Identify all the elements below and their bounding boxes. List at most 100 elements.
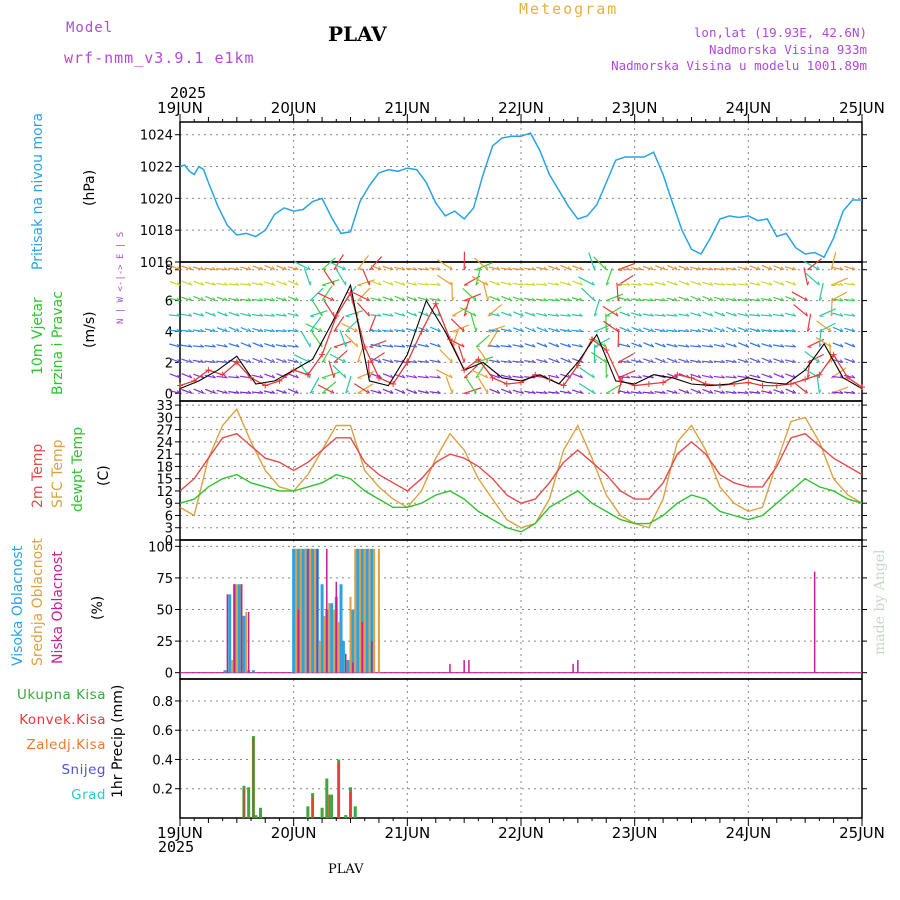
wind-barb-head (650, 328, 654, 332)
wind-barb (631, 342, 642, 348)
wind-barb (571, 389, 583, 394)
wind-barb-head (544, 343, 548, 348)
wind-barb-head (697, 266, 702, 271)
wind-speed-marker (716, 382, 723, 389)
wind-barb-head (543, 312, 548, 317)
wind-barb-head (437, 297, 441, 302)
wind-barb-head (378, 281, 382, 286)
wind-barb (702, 328, 713, 333)
wind-barb-head (792, 312, 797, 317)
wind-barb (394, 388, 406, 394)
wind-barb-head (780, 344, 785, 348)
wind-barb-head (721, 297, 726, 301)
wind-barb-head (295, 374, 299, 379)
wind-barb (630, 359, 642, 363)
cloud-bar-high (356, 548, 360, 673)
wind-speed-marker (631, 382, 638, 389)
wind-barb (489, 373, 500, 379)
temperature-ytick-label: 21 (156, 448, 173, 463)
wind-barb (228, 390, 240, 394)
wind-barb-head (271, 313, 276, 317)
wind-barb-head (593, 358, 597, 363)
wind-barb-head (579, 313, 583, 317)
wind-barb (240, 391, 252, 394)
cloud-bar-low (226, 594, 229, 673)
wind-barb-head (780, 359, 785, 363)
wind-speed-marker (773, 382, 780, 389)
wind-barb-head (780, 328, 785, 332)
wind-barb-head (223, 282, 228, 286)
wind-barb (619, 326, 631, 333)
wind-barb-head (650, 390, 654, 394)
wind-barb (251, 298, 263, 302)
wind-barb (204, 328, 216, 333)
wind-barb (617, 328, 620, 347)
wind-barb (804, 351, 820, 363)
wind-barb (204, 267, 216, 271)
wind-barb-head (709, 312, 714, 317)
wind-barb-head (283, 281, 287, 286)
wind-barb-head (271, 328, 276, 332)
cloud-bar-high (351, 609, 355, 673)
wind-barb (264, 342, 275, 348)
wind-barb (548, 327, 560, 333)
wind-barb-head (212, 328, 216, 332)
wind-barb-head (531, 390, 536, 394)
wind-barb (654, 298, 666, 302)
wind-barb-head (780, 297, 785, 301)
wind-barb-head (851, 390, 856, 394)
wind-barb (287, 266, 299, 271)
cloud-bar-mid (377, 548, 380, 673)
wind-barb-head (389, 313, 394, 317)
wind-barb-head (519, 282, 524, 286)
cloud-bar-mid (304, 548, 307, 673)
temperature-panel-frame (179, 400, 863, 541)
wind-barb (737, 327, 749, 333)
wind-barb (321, 381, 337, 394)
wind-barb-head (212, 266, 216, 271)
wind-barb (618, 267, 630, 271)
wind-barb (501, 311, 512, 317)
wind-barb-head (401, 374, 406, 379)
wind-barb-head (307, 266, 311, 271)
wind-barb (192, 329, 204, 333)
wind-barb (216, 282, 228, 286)
wind-barb (630, 298, 642, 302)
wind-barb-head (463, 265, 467, 270)
wind-barb (618, 376, 630, 379)
wind-barb-head (829, 327, 832, 332)
wind-barb (382, 344, 394, 348)
wind-barb (749, 314, 761, 317)
wind-barb (772, 344, 784, 348)
wind-barb-head (852, 343, 856, 348)
wind-barb-head (709, 374, 714, 379)
wind-barb (536, 266, 548, 271)
wind-barb (228, 267, 240, 271)
wind-barb (228, 311, 240, 317)
wind-barb-head (579, 281, 583, 286)
cloud-bar-low (316, 548, 319, 673)
wind-barb (761, 314, 773, 317)
wind-barb-head (839, 266, 844, 271)
wind-barb (784, 359, 796, 363)
wind-barb-head (851, 328, 856, 332)
wind-speed-marker (660, 379, 667, 386)
wind-barb-head (259, 313, 264, 317)
wind-barb-head (247, 282, 252, 286)
wind-barb (473, 257, 489, 271)
wind-barb (619, 343, 631, 348)
wind-barb-head (508, 312, 512, 317)
wind-barb (536, 391, 548, 394)
cloud-bar-low (352, 662, 354, 673)
wind-barb (405, 267, 417, 271)
wind-barb (180, 313, 192, 317)
cloud-bar-low (335, 581, 338, 673)
wind-barb (275, 344, 287, 348)
cloud-bar-low (326, 548, 328, 673)
wind-barb-head (344, 373, 347, 378)
wind-barb (309, 377, 320, 394)
wind-barb-head (212, 282, 216, 286)
wind-barb-head (236, 343, 240, 348)
wind-barb-head (212, 312, 216, 317)
wind-barb (725, 283, 737, 286)
